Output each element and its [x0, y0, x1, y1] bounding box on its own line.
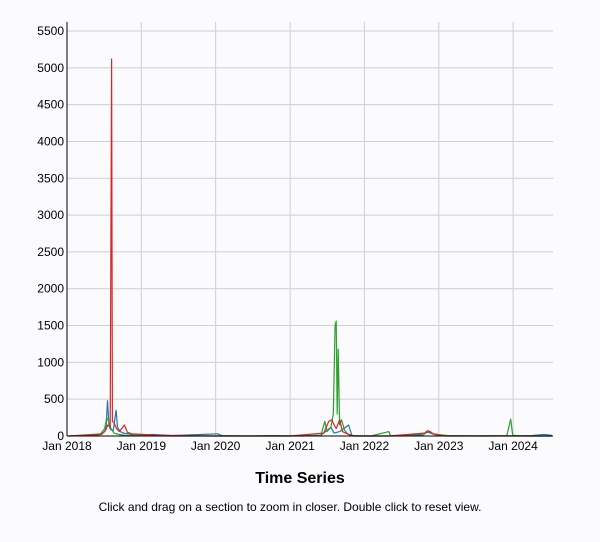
grid-lines [67, 22, 553, 436]
x-tick-label: Jan 2018 [42, 439, 92, 453]
x-tick-label: Jan 2024 [488, 439, 538, 453]
y-tick-label: 3500 [37, 171, 64, 185]
x-tick-label: Jan 2021 [265, 439, 315, 453]
chart-title: Time Series [255, 470, 345, 487]
y-tick-label: 2500 [37, 245, 64, 259]
x-tick-label: Jan 2023 [414, 439, 464, 453]
x-tick-label: Jan 2020 [191, 439, 241, 453]
y-tick-label: 2000 [37, 282, 64, 296]
x-tick-label: Jan 2022 [340, 439, 390, 453]
y-tick-label: 4500 [37, 98, 64, 112]
axes [66, 22, 553, 437]
tick-labels: 0 500 1000 1500 2000 2500 3000 3500 4000 4500 5000… [37, 24, 538, 453]
chart-caption: Click and drag on a section to zoom in c… [98, 500, 482, 514]
y-tick-label: 500 [44, 392, 64, 406]
y-tick-label: 1500 [37, 319, 64, 333]
x-tick-label: Jan 2019 [117, 439, 167, 453]
time-series-chart[interactable]: 0 500 1000 1500 2000 2500 3000 3500 4000 4500 5000… [0, 0, 600, 460]
y-tick-label: 0 [57, 429, 64, 443]
y-tick-label: 3000 [37, 208, 64, 222]
y-tick-label: 1000 [37, 355, 64, 369]
y-tick-label: 4000 [37, 134, 64, 148]
y-tick-label: 5500 [37, 24, 64, 38]
y-tick-label: 5000 [37, 61, 64, 75]
